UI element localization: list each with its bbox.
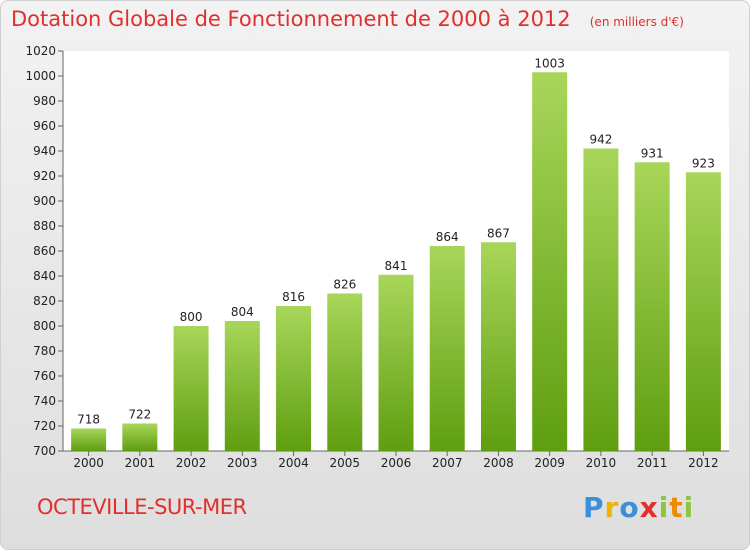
- bar-value-label: 864: [436, 230, 459, 244]
- y-tick-label: 740: [33, 394, 56, 408]
- bars: 718 722 800 804 816 826 841 864 867 1003 942 931 923: [71, 56, 721, 451]
- bar-value-label: 804: [231, 305, 254, 319]
- x-axis: 2000 2001 2002 2003 2004 2005 2006 2007 2008 2009…: [63, 450, 729, 470]
- bar-value-label: 826: [333, 278, 356, 292]
- y-tick-label: 720: [33, 419, 56, 433]
- bar-value-label: 722: [128, 408, 151, 422]
- y-tick-label: 700: [33, 444, 56, 458]
- brand-logo: Proxiti: [583, 491, 694, 524]
- x-tick-label: 2011: [637, 456, 668, 470]
- x-tick-label: 2001: [125, 456, 156, 470]
- brand-logo-letter: P: [583, 491, 605, 524]
- chart-title: Dotation Globale de Fonctionnement de 20…: [11, 7, 571, 31]
- y-tick-label: 760: [33, 369, 56, 383]
- y-tick-label: 800: [33, 319, 56, 333]
- x-tick-label: 2010: [586, 456, 617, 470]
- x-tick-label: 2012: [688, 456, 719, 470]
- bar: [378, 274, 414, 451]
- bar-value-label: 816: [282, 290, 305, 304]
- y-tick-label: 940: [33, 144, 56, 158]
- bar-value-label: 1003: [534, 56, 565, 70]
- title-row: Dotation Globale de Fonctionnement de 20…: [11, 7, 684, 31]
- bar-value-label: 923: [692, 156, 715, 170]
- y-tick-label: 900: [33, 194, 56, 208]
- brand-logo-letter: o: [619, 491, 640, 524]
- x-tick-label: 2005: [329, 456, 360, 470]
- x-tick-label: 2009: [534, 456, 565, 470]
- x-tick-label: 2004: [278, 456, 309, 470]
- bar: [122, 423, 158, 451]
- y-tick-label: 920: [33, 169, 56, 183]
- bar-value-label: 800: [180, 310, 203, 324]
- y-tick-label: 840: [33, 269, 56, 283]
- x-tick-label: 2008: [483, 456, 514, 470]
- brand-logo-letter: i: [658, 491, 670, 524]
- brand-logo-letter: x: [639, 491, 659, 524]
- chart-subtitle: (en milliers d'€): [589, 15, 684, 29]
- bar: [276, 306, 312, 451]
- y-tick-label: 780: [33, 344, 56, 358]
- y-tick-label: 960: [33, 119, 56, 133]
- bar-value-label: 931: [641, 146, 664, 160]
- bar: [429, 246, 465, 451]
- y-tick-label: 880: [33, 219, 56, 233]
- bar: [685, 172, 721, 451]
- x-tick-label: 2003: [227, 456, 258, 470]
- x-tick-label: 2002: [176, 456, 207, 470]
- bar-value-label: 942: [589, 133, 612, 147]
- y-tick-label: 1020: [25, 44, 56, 58]
- bar: [71, 428, 107, 451]
- brand-logo-letter: i: [683, 491, 695, 524]
- x-tick-label: 2000: [73, 456, 104, 470]
- y-tick-label: 820: [33, 294, 56, 308]
- brand-logo-letter: r: [604, 491, 620, 524]
- bar-value-label: 718: [77, 413, 100, 427]
- commune-name: OCTEVILLE-SUR-MER: [37, 495, 247, 519]
- bar-value-label: 841: [385, 259, 408, 273]
- y-tick-label: 860: [33, 244, 56, 258]
- brand-logo-letter: t: [669, 491, 684, 524]
- y-tick-label: 1000: [25, 69, 56, 83]
- y-axis: 700 720 740 760 780 800 820 840 860 880 900 920 940 9…: [25, 44, 64, 458]
- y-tick-label: 980: [33, 94, 56, 108]
- bar: [224, 321, 260, 451]
- bar: [634, 162, 670, 451]
- bar-value-label: 867: [487, 226, 510, 240]
- bar: [173, 326, 209, 451]
- x-tick-label: 2007: [432, 456, 463, 470]
- bar: [532, 72, 568, 451]
- bar: [480, 242, 516, 451]
- x-tick-label: 2006: [381, 456, 412, 470]
- bar: [327, 293, 363, 451]
- bar: [583, 148, 619, 451]
